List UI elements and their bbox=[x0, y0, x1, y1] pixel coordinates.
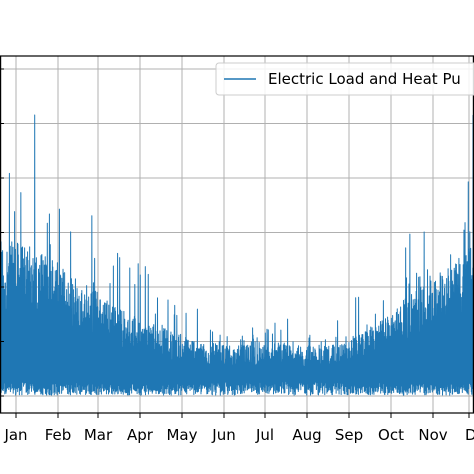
x-tick-label: Jun bbox=[211, 426, 235, 444]
series-line-electric-load bbox=[0, 114, 474, 396]
x-tick-label: D bbox=[465, 426, 474, 444]
x-tick-label: Aug bbox=[292, 426, 321, 444]
legend: Electric Load and Heat Pu bbox=[215, 62, 474, 96]
plot-frame bbox=[0, 55, 474, 414]
y-axis-ticks bbox=[0, 68, 4, 397]
x-tick-label: Mar bbox=[84, 426, 113, 444]
legend-label: Electric Load and Heat Pu bbox=[268, 70, 461, 88]
x-axis-ticks: Jan Feb Mar Apr May Jun Jul Aug Sep Oct Nov D bbox=[3, 413, 474, 444]
x-tick-label: Apr bbox=[127, 426, 154, 444]
x-tick-label: Oct bbox=[378, 426, 404, 444]
x-tick-label: Sep bbox=[335, 426, 363, 444]
legend-box bbox=[215, 62, 474, 96]
x-tick-label: May bbox=[166, 426, 197, 444]
x-tick-label: Jan bbox=[3, 426, 27, 444]
x-tick-label: Jul bbox=[255, 426, 274, 444]
x-tick-label: Feb bbox=[45, 426, 72, 444]
series-line bbox=[0, 114, 474, 396]
x-tick-label: Nov bbox=[418, 426, 447, 444]
